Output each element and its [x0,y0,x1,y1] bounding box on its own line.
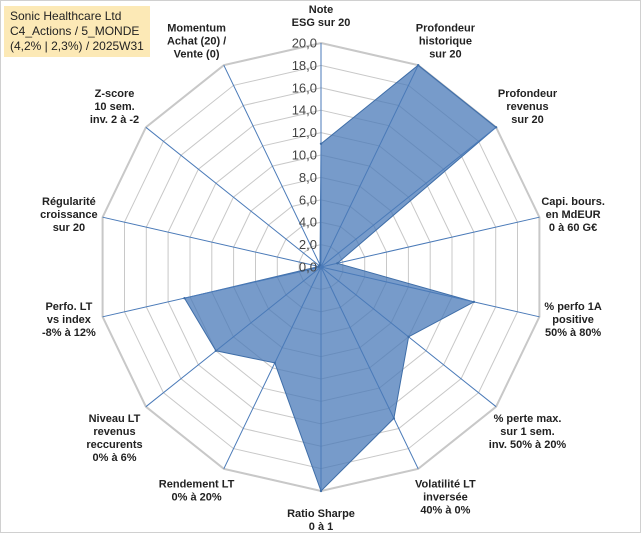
axis-spoke-5 [320,266,540,318]
axis-label-line: reccurents [86,439,142,451]
tick-label-1: 2,0 [299,237,317,252]
tick-label-2: 4,0 [299,215,317,230]
axis-label-line: 0 à 60 G€ [549,222,597,234]
data-point-6 [407,335,410,338]
axis-spoke-11 [102,266,322,318]
axis-label-line: Profondeur [498,88,558,100]
axis-label-12: Régularité croissance sur 20 [40,196,97,234]
axis-label-line: en MdEUR [546,209,601,221]
axis-label-14: Momentum Achat (20) / Vente (0) [167,22,226,60]
tick-label-8: 16,0 [292,80,317,95]
axis-label-line: Z-score [95,88,135,100]
axis-spoke-13 [145,126,322,268]
axis-label-6: % perte max. sur 1 sem. inv. 50% à 20% [489,413,567,451]
axis-label-8: Ratio Sharpe 0 à 1 [287,508,355,533]
axis-spoke-2 [320,64,419,268]
axis-label-line: 0% à 20% [172,492,222,504]
axis-label-10: Niveau LT revenus reccurents 0% à 6% [86,413,142,464]
axis-label-4: Capi. bours. en MdEUR 0 à 60 G€ [541,196,605,234]
axis-label-line: % perte max. [494,413,562,425]
axis-label-line: inv. 2 à -2 [90,114,139,126]
axis-label-line: revenus [506,101,548,113]
data-point-8 [319,489,323,493]
axis-label-line: Achat (20) / [167,35,226,47]
axis-label-1: Note ESG sur 20 [292,4,351,29]
axis-label-line: 40% à 0% [420,505,470,517]
tick-label-0: 0,0 [299,260,317,275]
data-point-7 [392,417,396,420]
axis-spoke-12 [102,216,322,268]
data-point-4 [336,262,339,265]
axis-label-line: Vente (0) [174,48,220,60]
tick-label-6: 12,0 [292,125,317,140]
axis-label-line: Ratio Sharpe [287,508,355,520]
tick-label-9: 18,0 [292,58,317,73]
axis-label-13: Z-score 10 sem. inv. 2 à -2 [90,88,139,126]
tick-label-4: 8,0 [299,170,317,185]
axis-label-line: Momentum [167,22,226,34]
axis-label-line: inversée [423,492,468,504]
data-point-5 [472,300,476,304]
axis-label-7: Volatilité LT inversée 40% à 0% [415,479,476,517]
axis-label-line: sur 1 sem. [500,426,554,438]
axis-label-line: Profondeur [416,22,476,34]
axis-spoke-10 [145,266,322,408]
axis-label-line: Note [309,4,333,16]
axis-label-line: inv. 50% à 20% [489,439,567,451]
chart-title-box: Sonic Healthcare Ltd C4_Actions / 5_MOND… [4,6,150,57]
tick-label-10: 20,0 [292,36,317,51]
axis-label-line: vs index [47,314,92,326]
title-line-2: C4_Actions / 5_MONDE [10,24,140,38]
tick-label-3: 6,0 [299,192,317,207]
axis-label-line: 0 à 1 [309,521,333,533]
axis-spoke-9 [223,266,322,470]
data-point-2 [417,63,420,67]
axis-label-11: Perfo. LT vs index -8% à 12% [42,301,96,339]
axis-label-line: Volatilité LT [415,479,476,491]
axis-label-9: Rendement LT 0% à 20% [159,479,235,504]
data-point-14 [318,263,322,267]
axis-label-line: % perfo 1A [544,301,602,313]
axis-spoke-7 [320,266,419,470]
axis-label-line: historique [419,35,472,47]
data-point-1 [319,142,323,145]
axis-label-line: Niveau LT [89,413,141,425]
axis-label-3: Profondeur revenus sur 20 [498,88,558,126]
axis-label-5: % perfo 1A positive 50% à 80% [544,301,602,339]
series-area [183,64,497,492]
axis-label-line: Capi. bours. [541,196,605,208]
axis-label-line: sur 20 [511,114,543,126]
tick-label-5: 10,0 [292,148,317,163]
axis-label-line: Régularité [42,196,96,208]
axis-label-line: sur 20 [429,48,461,60]
axis-spoke-3 [320,126,497,268]
data-point-10 [214,349,218,352]
axis-label-line: croissance [40,209,97,221]
axis-label-line: -8% à 12% [42,327,96,339]
data-point-11 [183,297,186,300]
axis-label-line: Perfo. LT [45,301,92,313]
axis-label-line: ESG sur 20 [292,17,351,29]
title-line-3: (4,2% | 2,3%) / 2025W31 [10,39,144,53]
axis-label-line: 10 sem. [94,101,134,113]
data-point-3 [494,126,498,129]
axis-label-line: 0% à 6% [92,452,136,464]
axis-label-line: 50% à 80% [545,327,601,339]
axis-label-2: Profondeur historique sur 20 [416,22,476,60]
axis-spoke-4 [320,216,540,268]
axis-spoke-14 [223,64,322,268]
axis-label-line: Rendement LT [159,479,235,491]
data-point-9 [273,361,276,365]
axis-label-line: revenus [93,426,135,438]
axis-label-line: positive [552,314,594,326]
tick-label-7: 14,0 [292,103,317,118]
axis-label-line: sur 20 [53,222,85,234]
title-line-1: Sonic Healthcare Ltd [10,9,122,23]
